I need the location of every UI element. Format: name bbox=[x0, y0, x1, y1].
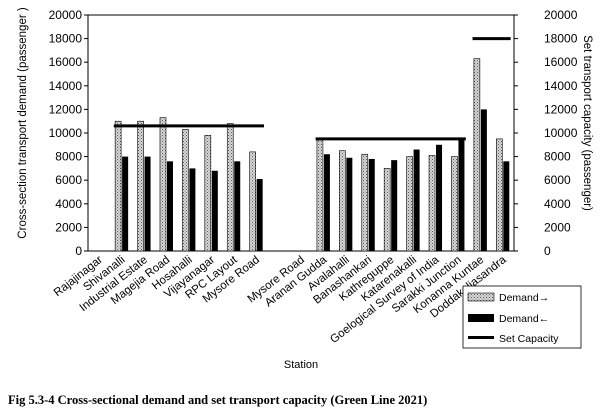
bar-demand-forward bbox=[204, 135, 212, 252]
y-right-tick-label: 0 bbox=[544, 244, 551, 258]
bar-demand-backward bbox=[391, 160, 398, 251]
bar-demand-forward bbox=[249, 151, 256, 252]
y-left-tick-label: 12000 bbox=[49, 102, 83, 116]
bar-demand-forward bbox=[137, 120, 144, 252]
bar-demand-backward bbox=[480, 109, 487, 252]
y-right-tick-label: 2000 bbox=[544, 220, 571, 234]
bar-demand-backward bbox=[122, 156, 129, 251]
y-left-tick-label: 14000 bbox=[49, 79, 83, 93]
bar-demand-backward bbox=[436, 144, 443, 251]
bar-demand-forward bbox=[383, 168, 391, 252]
legend-swatch-demand-backward bbox=[468, 314, 494, 322]
bar-demand-backward bbox=[346, 157, 353, 251]
bar-demand-forward bbox=[182, 129, 189, 252]
bar-demand-forward bbox=[428, 155, 436, 252]
y-left-tick-label: 4000 bbox=[55, 197, 82, 211]
bar-demand-backward bbox=[256, 179, 263, 251]
plot-frame bbox=[87, 14, 515, 252]
y-left-tick-label: 20000 bbox=[49, 8, 83, 22]
legend-label-demand-backward: Demand← bbox=[499, 313, 549, 325]
bar-demand-forward bbox=[495, 138, 503, 252]
bar-demand-backward bbox=[458, 138, 465, 251]
y-left-tick-label: 0 bbox=[75, 244, 82, 258]
y-left-tick-label: 18000 bbox=[49, 32, 83, 46]
y-right-tick-label: 18000 bbox=[544, 32, 578, 46]
left-axis: 0 2000 4000 6000 8000 10000 12000 14000 16000 180… bbox=[49, 8, 88, 258]
bar-demand-backward bbox=[503, 161, 510, 251]
y-right-tick-label: 4000 bbox=[544, 197, 571, 211]
bar-demand-backward bbox=[234, 161, 241, 251]
chart: 0 2000 4000 6000 8000 10000 12000 14000 16000 180… bbox=[17, 7, 593, 371]
bar-demand-forward bbox=[473, 58, 481, 252]
bar-demand-backward bbox=[211, 170, 218, 251]
y-right-tick-label: 10000 bbox=[544, 126, 578, 140]
bar-demand-backward bbox=[144, 156, 151, 251]
y-left-tick-label: 2000 bbox=[55, 220, 82, 234]
bar-demand-forward bbox=[226, 123, 234, 252]
legend: Demand→ Demand← Set Capacity bbox=[462, 285, 582, 349]
y-right-tick-label: 12000 bbox=[544, 102, 578, 116]
bar-demand-backward bbox=[368, 158, 375, 251]
y-left-tick-label: 6000 bbox=[55, 173, 82, 187]
figure-caption: Fig 5.3-4 Cross-sectional demand and set… bbox=[8, 393, 428, 407]
x-axis-label: Station bbox=[284, 359, 318, 371]
bar-demand-backward bbox=[189, 168, 196, 251]
y-right-tick-label: 20000 bbox=[544, 8, 578, 22]
bar-demand-forward bbox=[159, 117, 167, 252]
legend-label-set-capacity: Set Capacity bbox=[499, 333, 559, 345]
legend-swatch-set-capacity bbox=[468, 336, 494, 339]
bars bbox=[114, 58, 510, 252]
y-left-tick-label: 16000 bbox=[49, 55, 83, 69]
legend-swatch-demand-forward bbox=[467, 292, 495, 302]
capacity-lines bbox=[113, 37, 511, 141]
bar-demand-forward bbox=[316, 139, 324, 252]
bar-demand-forward bbox=[339, 150, 346, 252]
y-right-tick-label: 16000 bbox=[544, 55, 578, 69]
y-axis-left-label: Cross-section transport demand (passenge… bbox=[17, 7, 29, 239]
right-axis: 0 2000 4000 6000 8000 10000 12000 14000 16000 180… bbox=[514, 8, 578, 258]
y-right-tick-label: 6000 bbox=[544, 173, 571, 187]
plot-area bbox=[87, 14, 515, 252]
y-left-tick-label: 8000 bbox=[55, 150, 82, 164]
bar-demand-backward bbox=[323, 154, 330, 251]
bar-demand-backward bbox=[166, 161, 173, 251]
y-right-tick-label: 8000 bbox=[544, 150, 571, 164]
y-axis-right-label: Set transport capacity (passenger) bbox=[581, 35, 593, 211]
legend-label-demand-forward: Demand→ bbox=[499, 292, 549, 304]
bar-demand-forward bbox=[114, 120, 122, 252]
bar-demand-forward bbox=[406, 156, 413, 252]
bar-demand-backward bbox=[413, 149, 420, 251]
bar-demand-forward bbox=[361, 153, 369, 252]
y-left-tick-label: 10000 bbox=[49, 126, 83, 140]
bar-demand-forward bbox=[451, 156, 458, 252]
y-right-tick-label: 14000 bbox=[544, 79, 578, 93]
